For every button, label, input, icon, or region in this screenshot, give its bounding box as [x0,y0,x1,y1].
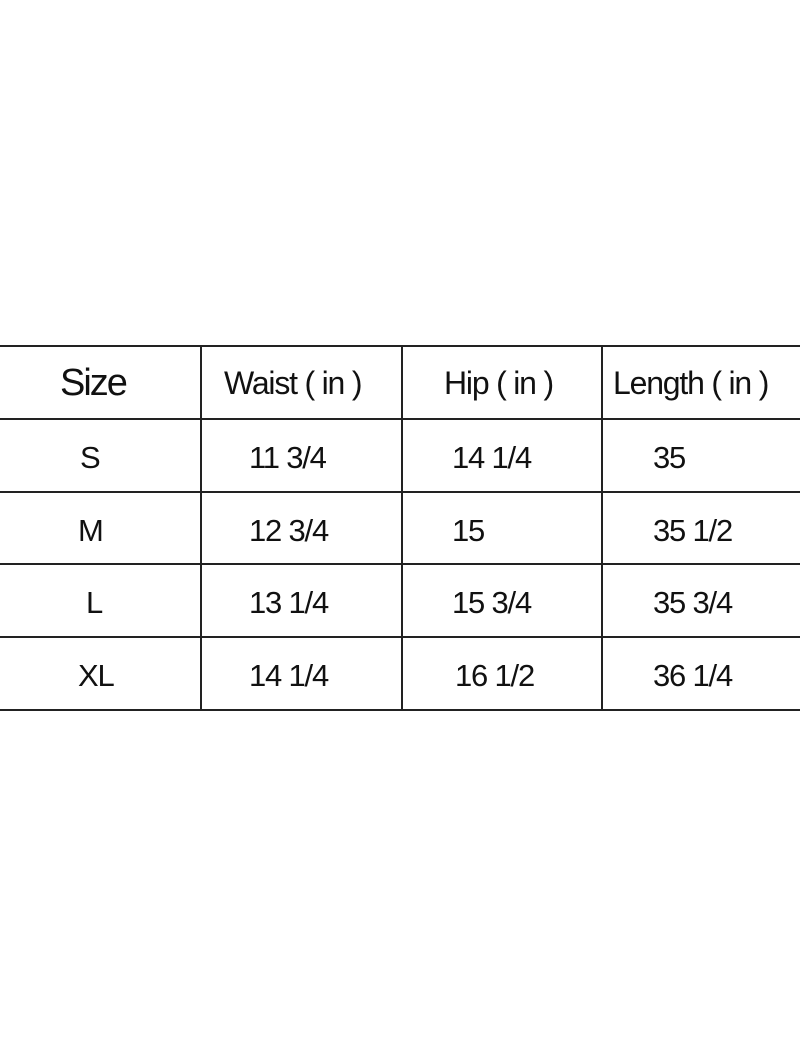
size-label: S [80,440,101,475]
column-header: Hip ( in ) [444,365,554,401]
row-divider [0,563,800,565]
size-label: M [78,513,104,548]
row-divider [0,636,800,638]
column-header: Length ( in ) [613,365,769,401]
column-header: Size [60,362,128,404]
size-label: XL [78,658,115,693]
row-divider [0,709,800,711]
size-label: L [86,585,103,620]
measurement-cell: 35 3/4 [653,585,733,620]
measurement-cell: 35 [653,440,686,475]
measurement-cell: 35 1/2 [653,513,733,548]
measurement-cell: 14 1/4 [452,440,532,475]
measurement-cell: 11 3/4 [249,440,327,475]
measurement-cell: 14 1/4 [249,658,329,693]
measurement-cell: 12 3/4 [249,513,329,548]
column-header: Waist ( in ) [224,365,363,401]
row-divider [0,418,800,420]
measurement-cell: 16 1/2 [455,658,535,693]
measurement-cell: 15 3/4 [452,585,532,620]
column-divider [401,345,403,709]
measurement-cell: 13 1/4 [249,585,329,620]
measurement-cell: 36 1/4 [653,658,733,693]
column-divider [200,345,202,709]
row-divider [0,491,800,493]
measurement-cell: 15 [452,513,485,548]
column-divider [601,345,603,709]
row-divider [0,345,800,347]
